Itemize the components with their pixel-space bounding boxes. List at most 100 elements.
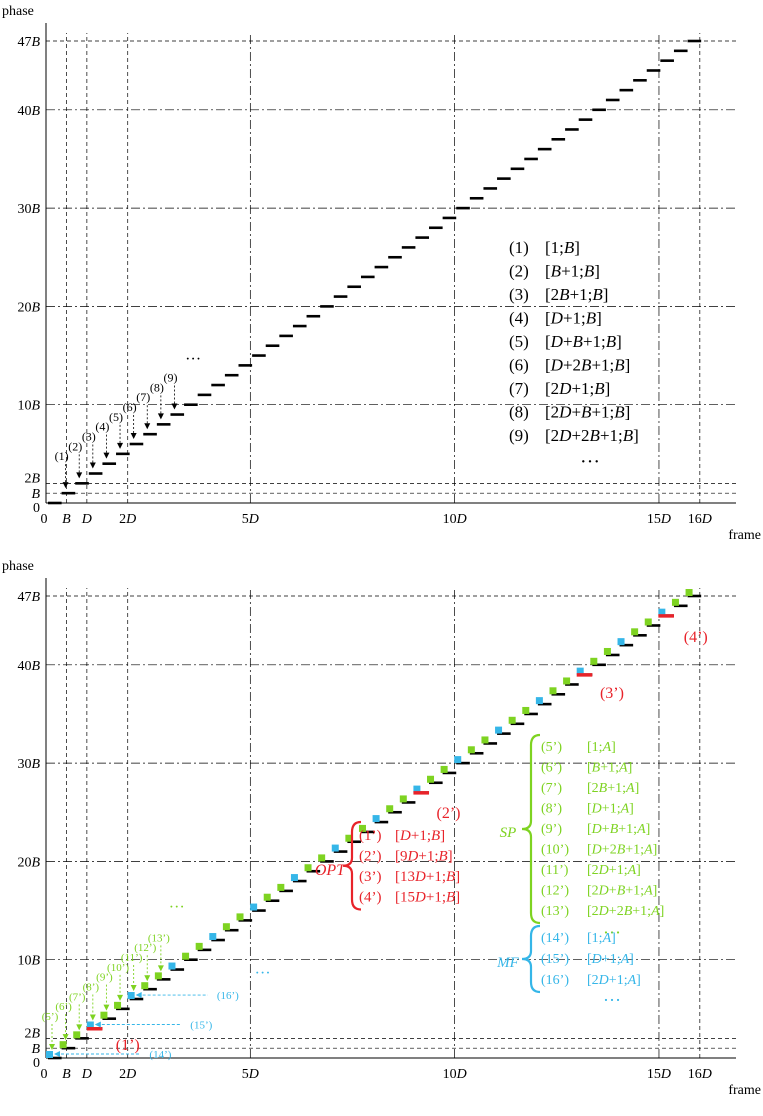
mf-block [372,815,380,823]
sp-block [222,923,230,931]
mf-block [250,903,258,911]
sp-block [386,805,394,813]
sp-arrow-label: (8’) [83,982,100,994]
sp-block [590,657,598,665]
arrow-label: (2) [68,439,82,453]
sp-block [685,589,693,596]
sp-arrow-label: (7’) [69,991,86,1003]
arrow-label: (6) [123,400,137,414]
sp-item-text: [2D+1;A] [587,863,641,878]
x-tick-label: 10D [443,512,467,527]
sp-item-label: (12’) [541,884,569,899]
mf-brace [521,924,541,994]
mf-arrow-label: (15’) [190,1020,212,1032]
opt-item-label: (3’) [359,869,382,885]
sp-arrow-label: (13’) [148,932,170,944]
sp-block [114,1001,122,1009]
opt-item-label: (2’) [359,849,382,865]
arrow-head [171,403,178,410]
sp-arrow-head [103,1004,110,1011]
x-tick-label: 0 [41,512,48,527]
sp-block [399,795,407,803]
sp-item-text: [D+1;A] [587,802,634,817]
y-tick-label: 47B [17,590,40,605]
sp-block [563,677,571,685]
top-chart: 0 B D 2D 5D 10D 15D 16D0B2B10B20B30B40B47Bphase… [2,4,761,543]
mf-block [413,785,421,793]
x-tick-label: B [62,1067,71,1082]
opt-callout: (4’) [684,629,708,646]
sp-item-label: (11’) [541,863,569,878]
legend-item-label: (8) [509,403,529,422]
sp-item-text: [2B+1;A] [587,781,639,796]
mf-arrow-label: (14’) [149,1049,171,1061]
mf-block [86,1021,94,1029]
sp-arrow-head [76,1024,83,1031]
x-tick-label: 15D [647,512,671,527]
sp-item-label: (8’) [541,802,562,817]
sp-block [467,746,475,754]
legend-item-text: [2D+1;B] [545,379,610,398]
mf-arrow-head [54,1051,60,1057]
sp-item-label: (9’) [541,822,562,837]
sp-block [59,1041,67,1049]
opt-brace [342,820,362,911]
legend-item-label: (2) [509,262,529,281]
sp-arrow-label: (9’) [96,972,113,984]
arrow-label: (1) [55,449,69,463]
y-tick-label: 10B [17,954,40,969]
arrow-label: (8) [150,380,164,394]
x-axis-title: frame [728,1083,761,1098]
opt-item-text: [15D+1;B] [395,890,460,906]
sp-more: … [603,918,621,938]
x-tick-label: D [81,1067,92,1082]
sp-arrow-head [62,1034,69,1041]
mf-block [576,667,584,675]
y-tick-label: 10B [17,399,40,414]
opt-callout: (1’) [116,1037,140,1054]
y-tick-label: 0 [33,1056,40,1071]
sp-item-label: (13’) [541,904,569,919]
mf-item-text: [2D+1;A] [587,973,641,988]
sp-block [631,628,639,636]
sp-arrow-head [49,1044,55,1050]
sp-block [481,736,489,744]
x-tick-label: 16D [688,1067,712,1082]
y-tick-label: 30B [17,757,40,772]
mf-arrow-head [135,992,142,999]
sp-item-text: [1;A] [587,740,616,755]
sp-block [671,598,679,606]
arrow-label: (7) [136,390,150,404]
opt-callout: (3’) [600,685,624,702]
sp-block [73,1031,81,1039]
mf-block [331,844,339,852]
mf-arrow-label: (16’) [217,990,239,1002]
opt-callout: (2’) [437,805,461,822]
y-axis-title: phase [2,4,34,19]
sp-block [182,952,190,960]
sp-block [603,647,611,655]
sp-arrow-head [89,1014,96,1021]
sp-item-label: (6’) [541,761,562,776]
y-tick-label: 40B [17,659,40,674]
mf-block [454,756,462,764]
legend-item-label: (9) [509,426,529,445]
mf-arrow-head [94,1021,101,1028]
y-tick-label: 0 [33,501,40,516]
legend-item-label: (7) [509,379,529,398]
opt-block [658,614,674,618]
sp-arrow-label: (12’) [134,942,156,954]
arrow-label: (3) [82,430,96,444]
legend-item-text: [B+1;B] [545,262,600,281]
legend-item-text: [2B+1;B] [545,285,608,304]
sp-ellipsis: … [169,895,185,912]
y-axis-title: phase [2,559,34,574]
mf-block [658,608,666,616]
sp-block [358,824,366,832]
x-tick-label: B [62,512,71,527]
sp-block [263,893,271,901]
y-tick-label: B [31,1042,40,1057]
sp-block [236,913,244,921]
sp-block [277,883,285,891]
sp-block [522,706,530,714]
